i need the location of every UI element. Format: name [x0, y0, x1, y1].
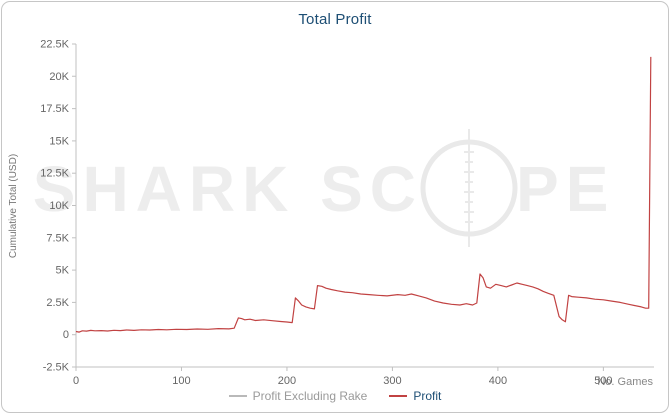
x-tick-label: 200: [278, 375, 296, 387]
legend-item-profit[interactable]: Profit: [389, 389, 441, 403]
legend-item-profit-excluding-rake[interactable]: Profit Excluding Rake: [228, 389, 368, 403]
y-tick-label: 10K: [49, 200, 69, 212]
x-axis-label: No. Games: [597, 376, 653, 388]
y-tick-label: -2.5K: [43, 362, 70, 374]
x-tick-label: 0: [73, 375, 79, 387]
watermark-text-left: SHARK SC: [33, 153, 423, 225]
legend-swatch-red-line: [389, 395, 408, 397]
y-tick-label: 15K: [49, 135, 69, 147]
y-axis-label: Cumulative Total (USD): [8, 154, 19, 258]
y-tick-label: 5K: [56, 265, 70, 277]
page-title: Total Profit: [298, 11, 372, 28]
y-tick-label: 12.5K: [40, 168, 69, 180]
x-tick-label: 500: [594, 375, 612, 387]
legend-label: Profit: [413, 389, 442, 403]
x-tick-label: 300: [383, 375, 401, 387]
y-tick-label: 17.5K: [40, 103, 69, 115]
x-tick-label: 100: [172, 375, 190, 387]
watermark-scope-graduations: [464, 151, 474, 223]
legend-swatch-gray-line: [228, 395, 247, 397]
watermark-text-right: PE: [516, 153, 615, 225]
chart-legend: Profit Excluding Rake Profit: [2, 389, 668, 403]
x-tick-label: 400: [489, 375, 507, 387]
watermark: SHARK SC PE: [33, 129, 615, 247]
y-tick-label: 0: [63, 329, 69, 341]
y-tick-label: 22.5K: [40, 39, 69, 51]
y-tick-label: 20K: [49, 71, 69, 83]
legend-label: Profit Excluding Rake: [252, 389, 368, 403]
y-tick-label: 2.5K: [46, 297, 69, 309]
series-line-profit: [75, 56, 652, 333]
y-tick-label: 7.5K: [46, 232, 69, 244]
